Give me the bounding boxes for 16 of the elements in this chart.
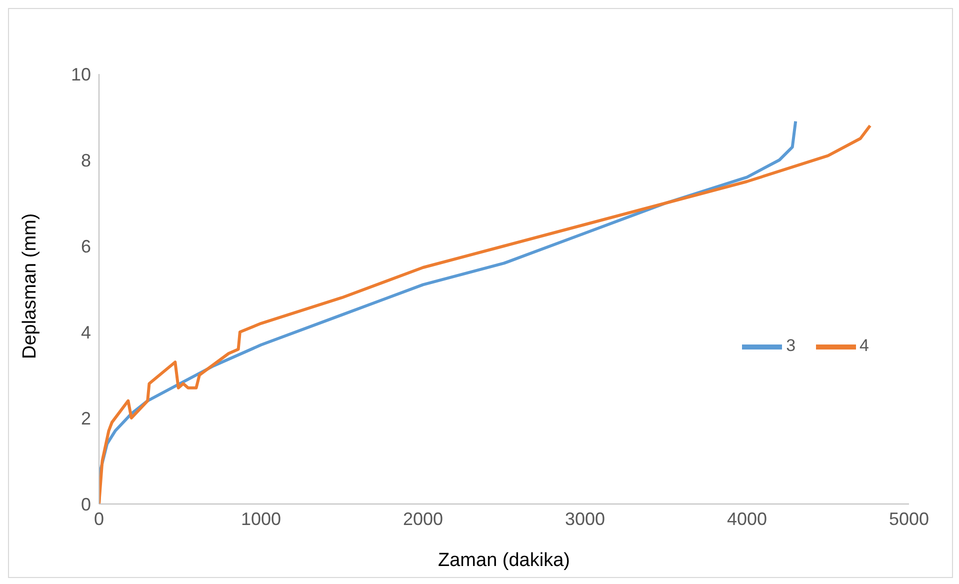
x-tick-label: 4000 — [726, 508, 768, 529]
x-axis-title: Zaman (dakika) — [438, 550, 570, 571]
y-tick-label: 6 — [80, 236, 91, 256]
x-tick-label: 1000 — [240, 508, 282, 529]
x-tick-label: 2000 — [402, 508, 444, 529]
y-tick-label: 2 — [80, 408, 91, 428]
y-tick-label: 10 — [70, 64, 91, 84]
x-tick-label: 5000 — [888, 508, 930, 529]
x-tick-label: 3000 — [564, 508, 606, 529]
legend-label: 3 — [786, 336, 796, 356]
legend-label: 4 — [860, 336, 869, 356]
y-tick-label: 8 — [80, 150, 91, 170]
y-axis-title: Deplasman (mm) — [20, 213, 41, 359]
y-tick-label: 0 — [80, 494, 91, 514]
x-tick-label: 0 — [94, 508, 104, 529]
y-tick-label: 4 — [80, 322, 91, 342]
